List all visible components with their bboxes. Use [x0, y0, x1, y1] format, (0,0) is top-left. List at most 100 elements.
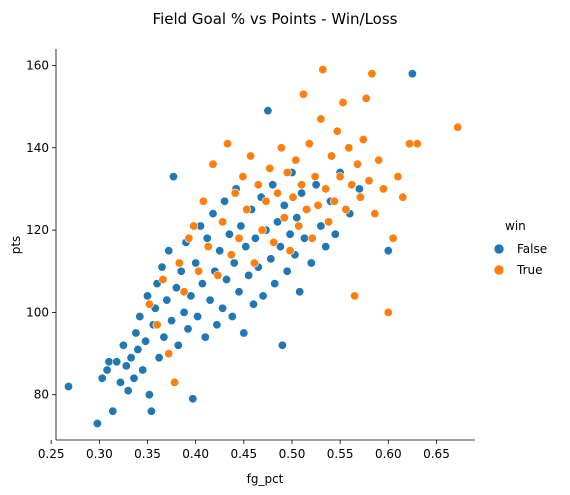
data-point	[329, 196, 339, 206]
x-tick-label: 0.30	[86, 447, 113, 461]
data-point	[154, 353, 164, 363]
data-point	[282, 266, 292, 276]
data-point	[332, 126, 342, 136]
data-point	[191, 258, 201, 268]
data-point	[311, 180, 321, 190]
data-point	[213, 270, 223, 280]
data-point	[324, 217, 334, 227]
data-point	[298, 89, 308, 99]
data-point	[310, 172, 320, 182]
data-point	[158, 274, 168, 284]
data-point	[167, 316, 177, 326]
legend: win False True	[493, 219, 547, 277]
data-point	[282, 168, 292, 178]
data-point	[306, 258, 316, 268]
x-tick-label: 0.45	[230, 447, 257, 461]
x-tick-label: 0.55	[327, 447, 354, 461]
data-point	[244, 270, 254, 280]
data-point	[218, 303, 228, 313]
data-point	[272, 188, 282, 198]
data-point	[193, 311, 203, 321]
data-point	[374, 155, 384, 165]
data-point	[404, 139, 414, 149]
x-tick-label: 0.35	[134, 447, 161, 461]
data-point	[318, 65, 328, 75]
data-point	[92, 418, 102, 428]
data-point	[159, 332, 169, 342]
y-axis-label: pts	[9, 236, 23, 255]
data-point	[361, 93, 371, 103]
data-point	[270, 279, 280, 289]
data-point	[407, 69, 417, 79]
data-point	[197, 279, 207, 289]
data-point	[126, 353, 136, 363]
data-point	[335, 172, 345, 182]
data-point	[393, 172, 403, 182]
data-point	[275, 242, 285, 252]
data-point	[179, 287, 189, 297]
data-point	[118, 340, 128, 350]
data-point	[250, 233, 260, 243]
legend-title: win	[505, 219, 526, 233]
data-point	[112, 357, 122, 367]
data-point	[144, 390, 154, 400]
x-tick-label: 0.60	[375, 447, 402, 461]
data-point	[203, 242, 213, 252]
data-point	[291, 155, 301, 165]
data-point	[205, 295, 215, 305]
data-point	[313, 200, 323, 210]
data-point	[184, 233, 194, 243]
data-point	[230, 188, 240, 198]
data-point	[269, 237, 279, 247]
data-point	[263, 106, 273, 116]
data-point	[398, 192, 408, 202]
data-point	[194, 266, 204, 276]
data-point	[121, 361, 131, 371]
data-point	[285, 229, 295, 239]
data-point	[129, 373, 139, 383]
data-point	[108, 406, 118, 416]
data-point	[354, 184, 364, 194]
data-point	[146, 406, 156, 416]
data-point	[297, 188, 307, 198]
data-point	[249, 258, 259, 268]
data-point	[341, 205, 351, 215]
series-true	[144, 65, 463, 387]
data-point	[249, 299, 259, 309]
data-point	[157, 262, 167, 272]
data-point	[202, 233, 212, 243]
data-point	[176, 266, 186, 276]
data-point	[277, 340, 287, 350]
data-point	[355, 192, 365, 202]
data-point	[276, 143, 286, 153]
data-point	[321, 242, 331, 252]
data-point	[170, 377, 180, 387]
data-point	[294, 221, 304, 231]
data-point	[258, 291, 268, 301]
data-point	[229, 258, 239, 268]
data-point	[344, 143, 354, 153]
data-point	[347, 180, 357, 190]
data-point	[220, 196, 230, 206]
data-point	[266, 254, 276, 264]
data-point	[304, 139, 314, 149]
data-point	[97, 373, 107, 383]
data-point	[257, 225, 267, 235]
data-point	[104, 357, 114, 367]
legend-label-true: True	[516, 263, 543, 277]
y-tick-label: 80	[34, 388, 49, 402]
data-point	[338, 98, 348, 108]
data-point	[367, 69, 377, 79]
data-point	[215, 246, 225, 256]
x-axis-label: fg_pct	[247, 472, 284, 486]
data-point	[412, 139, 422, 149]
data-point	[297, 180, 307, 190]
data-point	[174, 258, 184, 268]
data-point	[272, 217, 282, 227]
data-point	[238, 172, 248, 182]
y-tick-label: 140	[26, 141, 49, 155]
data-point	[236, 221, 246, 231]
data-point	[241, 242, 251, 252]
